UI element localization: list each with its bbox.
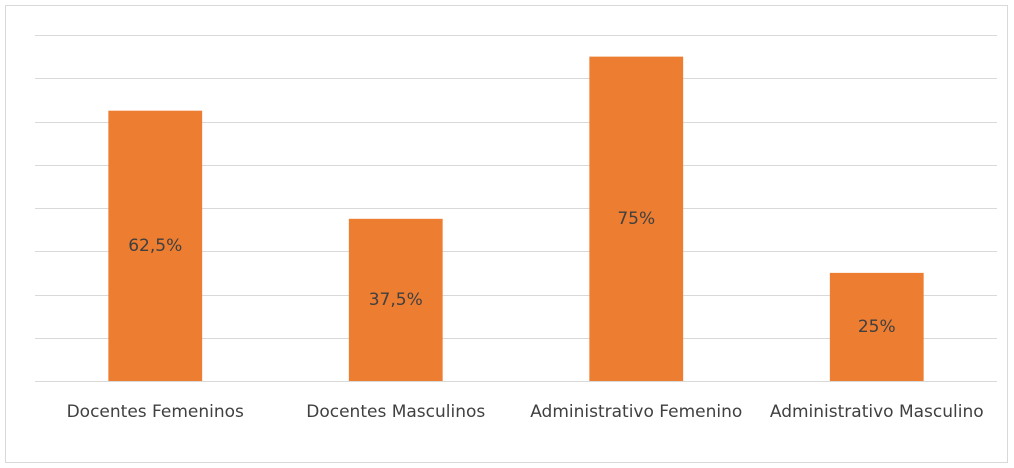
x-tick-label: Administrativo Femenino	[530, 402, 743, 422]
x-tick-label: Docentes Femeninos	[66, 402, 244, 422]
x-tick-label: Administrativo Masculino	[769, 402, 984, 422]
x-tick-label: Docentes Masculinos	[306, 402, 486, 422]
bar	[589, 56, 684, 381]
data-label: 75%	[617, 209, 655, 229]
bar	[829, 272, 924, 381]
data-label: 25%	[858, 317, 896, 337]
data-label: 37,5%	[369, 290, 423, 310]
bar	[348, 218, 443, 381]
data-label: 62,5%	[128, 236, 182, 256]
bar	[108, 110, 203, 381]
